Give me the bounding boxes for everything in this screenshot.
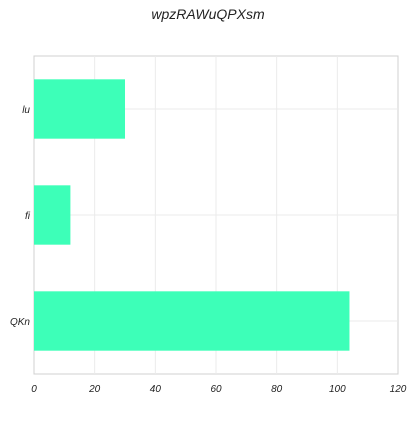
x-tick-label: 40 (150, 384, 162, 395)
bar-lu (34, 79, 125, 139)
x-tick-label: 100 (329, 384, 346, 395)
chart-title: wpzRAWuQPXsm (151, 6, 265, 22)
bar-fi (34, 185, 71, 245)
x-tick-label: 0 (31, 384, 37, 395)
x-tick-label: 120 (390, 384, 407, 395)
x-tick-label: 60 (210, 384, 222, 395)
y-tick-label: fi (25, 211, 31, 222)
x-tick-label: 20 (88, 384, 101, 395)
bar-QKn (34, 291, 350, 351)
x-tick-label: 80 (271, 384, 283, 395)
y-tick-label: QKn (10, 317, 30, 328)
y-tick-label: lu (22, 105, 30, 116)
